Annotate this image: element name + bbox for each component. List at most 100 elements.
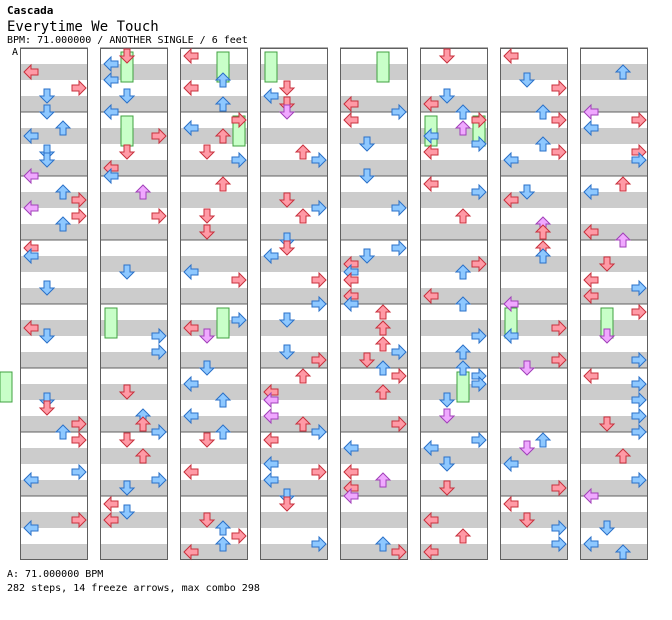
right-arrow-icon — [551, 479, 567, 497]
freeze-arrow — [216, 307, 230, 339]
left-arrow-icon — [103, 55, 119, 73]
up-arrow-icon — [374, 472, 392, 488]
left-arrow-icon — [423, 143, 439, 161]
right-arrow-icon — [71, 191, 87, 209]
up-arrow-icon — [214, 72, 232, 88]
left-arrow-icon — [423, 127, 439, 145]
down-arrow-icon — [358, 136, 376, 152]
left-arrow-icon — [183, 407, 199, 425]
left-arrow-icon — [23, 199, 39, 217]
freeze-arrow — [120, 115, 134, 147]
right-arrow-icon — [231, 151, 247, 169]
left-arrow-icon — [343, 95, 359, 113]
up-arrow-icon — [54, 120, 72, 136]
down-arrow-icon — [118, 480, 136, 496]
left-arrow-icon — [23, 471, 39, 489]
right-arrow-icon — [311, 463, 327, 481]
right-arrow-icon — [151, 423, 167, 441]
right-arrow-icon — [551, 319, 567, 337]
right-arrow-icon — [151, 343, 167, 361]
up-arrow-icon — [454, 264, 472, 280]
left-arrow-icon — [583, 183, 599, 201]
right-arrow-icon — [471, 111, 487, 129]
down-arrow-icon — [278, 312, 296, 328]
bpm-legend: A: 71.000000 BPM — [7, 569, 104, 580]
up-arrow-icon — [374, 304, 392, 320]
left-arrow-icon — [583, 367, 599, 385]
down-arrow-icon — [358, 248, 376, 264]
up-arrow-icon — [374, 384, 392, 400]
up-arrow-icon — [454, 344, 472, 360]
left-arrow-icon — [583, 487, 599, 505]
left-arrow-icon — [263, 247, 279, 265]
freeze-arrow — [456, 371, 470, 403]
down-arrow-icon — [118, 264, 136, 280]
left-arrow-icon — [423, 543, 439, 561]
left-arrow-icon — [503, 295, 519, 313]
right-arrow-icon — [311, 423, 327, 441]
up-arrow-icon — [214, 392, 232, 408]
right-arrow-icon — [391, 543, 407, 561]
left-arrow-icon — [423, 287, 439, 305]
down-arrow-icon — [518, 440, 536, 456]
right-arrow-icon — [311, 351, 327, 369]
right-arrow-icon — [311, 271, 327, 289]
up-arrow-icon — [134, 416, 152, 432]
right-arrow-icon — [231, 311, 247, 329]
left-arrow-icon — [183, 47, 199, 65]
freeze-arrow — [264, 51, 278, 83]
right-arrow-icon — [391, 199, 407, 217]
up-arrow-icon — [614, 64, 632, 80]
up-arrow-icon — [454, 360, 472, 376]
right-arrow-icon — [71, 79, 87, 97]
left-arrow-icon — [583, 103, 599, 121]
up-arrow-icon — [294, 368, 312, 384]
left-arrow-icon — [183, 543, 199, 561]
up-arrow-icon — [294, 416, 312, 432]
right-arrow-icon — [551, 143, 567, 161]
right-arrow-icon — [311, 199, 327, 217]
right-arrow-icon — [631, 279, 647, 297]
left-arrow-icon — [183, 319, 199, 337]
left-arrow-icon — [23, 167, 39, 185]
down-arrow-icon — [518, 184, 536, 200]
song-title: Everytime We Touch — [7, 19, 159, 35]
up-arrow-icon — [374, 360, 392, 376]
right-arrow-icon — [471, 431, 487, 449]
left-arrow-icon — [503, 191, 519, 209]
left-arrow-icon — [583, 119, 599, 137]
right-arrow-icon — [231, 271, 247, 289]
left-arrow-icon — [583, 271, 599, 289]
down-arrow-icon — [358, 168, 376, 184]
left-arrow-icon — [503, 47, 519, 65]
up-arrow-icon — [454, 120, 472, 136]
left-arrow-icon — [103, 103, 119, 121]
up-arrow-icon — [534, 248, 552, 264]
right-arrow-icon — [391, 343, 407, 361]
down-arrow-icon — [518, 360, 536, 376]
down-arrow-icon — [598, 520, 616, 536]
up-arrow-icon — [214, 424, 232, 440]
left-arrow-icon — [423, 175, 439, 193]
right-arrow-icon — [551, 519, 567, 537]
left-arrow-icon — [263, 407, 279, 425]
left-arrow-icon — [583, 223, 599, 241]
right-arrow-icon — [391, 103, 407, 121]
right-arrow-icon — [151, 207, 167, 225]
up-arrow-icon — [454, 528, 472, 544]
left-arrow-icon — [263, 455, 279, 473]
chart-column — [340, 47, 408, 560]
down-arrow-icon — [278, 496, 296, 512]
down-arrow-icon — [38, 104, 56, 120]
up-arrow-icon — [534, 104, 552, 120]
left-arrow-icon — [423, 511, 439, 529]
down-arrow-icon — [518, 72, 536, 88]
up-arrow-icon — [134, 184, 152, 200]
right-arrow-icon — [631, 151, 647, 169]
right-arrow-icon — [391, 239, 407, 257]
up-arrow-icon — [54, 184, 72, 200]
left-arrow-icon — [23, 127, 39, 145]
up-arrow-icon — [214, 128, 232, 144]
up-arrow-icon — [54, 216, 72, 232]
right-arrow-icon — [311, 535, 327, 553]
